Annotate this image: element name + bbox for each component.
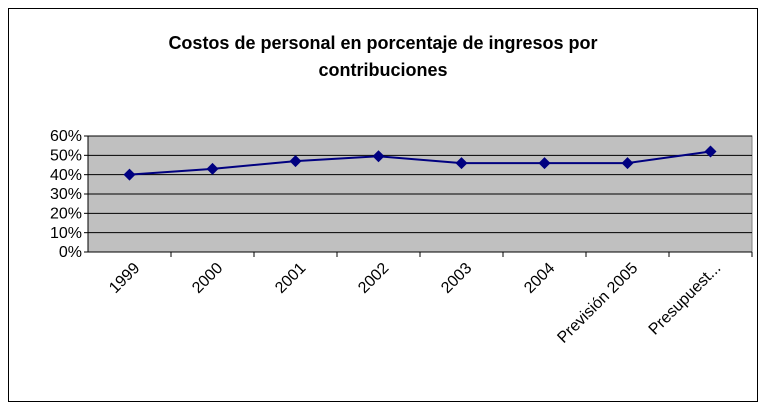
chart-title: Costos de personal en porcentaje de ingr…	[168, 33, 598, 80]
y-tick-label: 30%	[50, 186, 82, 203]
y-tick-label: 50%	[50, 148, 82, 165]
marker	[123, 168, 136, 181]
marker	[455, 157, 468, 170]
y-tick-label: 20%	[50, 206, 82, 223]
y-tick-label: 10%	[50, 225, 82, 242]
marker	[289, 155, 302, 168]
marker	[538, 157, 551, 170]
marker	[372, 150, 385, 163]
marker	[206, 162, 219, 175]
marker	[621, 157, 634, 170]
y-tick-label: 60%	[50, 128, 82, 145]
y-tick-label: 40%	[50, 167, 82, 184]
y-tick-label: 0%	[59, 244, 82, 261]
marker	[704, 145, 717, 158]
line	[129, 150, 711, 176]
